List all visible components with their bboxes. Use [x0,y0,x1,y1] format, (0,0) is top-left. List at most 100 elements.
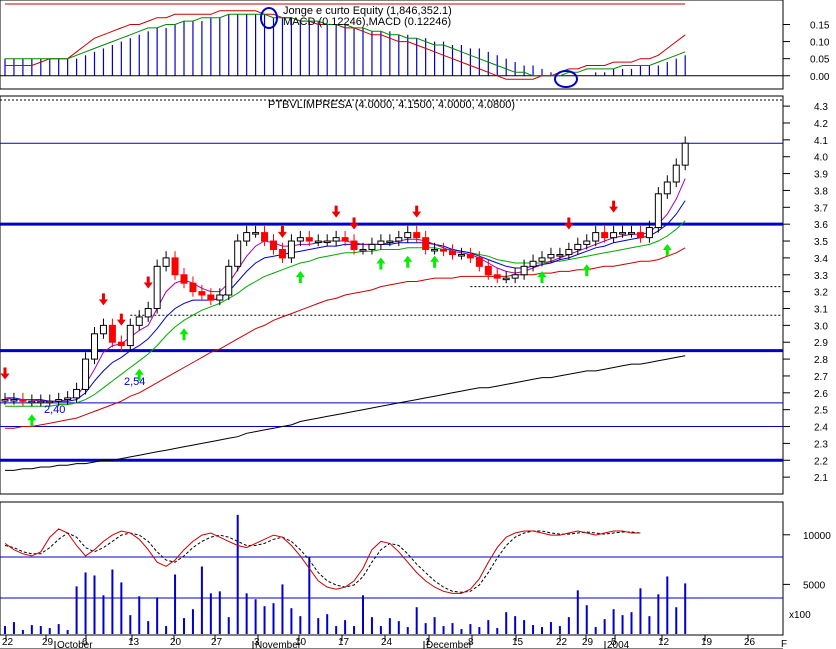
candle-body [108,324,116,343]
date-day-label: 22 [556,637,568,648]
macd-tick-label: 0.15 [810,21,830,32]
right-axis-background [783,0,836,649]
buy-arrow [582,264,592,277]
date-day-label: 29 [42,637,54,648]
price-tick-label: 2.3 [814,439,828,450]
date-day-label: 1 [425,637,431,648]
candle-body [583,240,591,245]
candle-body [520,265,528,276]
date-month-label: December [426,640,473,649]
candle-body [681,142,689,166]
date-day-label: 13 [128,637,140,648]
candle-body [645,227,653,239]
price-tick-label: 2.4 [814,423,828,434]
date-month-label: October [57,640,93,649]
moving-average-200 [5,355,686,471]
buy-arrow [179,328,189,341]
stochastic-k-line [4,528,641,594]
sell-arrow [116,313,126,326]
price-tick-label: 3.0 [814,321,828,332]
candle-body [28,400,36,404]
price-tick-label: 2.9 [814,338,828,349]
moving-average-slow [5,220,686,407]
candle-body [46,400,54,404]
price-tick-label: 4.2 [814,119,828,130]
candle-body [502,277,510,281]
sell-arrow [412,205,422,218]
candle-body [628,232,635,235]
sell-arrow [0,367,10,380]
candle-body [449,250,456,256]
candle-body [1,399,9,402]
right-edge-label: F [781,639,787,649]
oscillator-volume-panel: 5000 10000 x100 [0,501,831,636]
date-day-label: 15 [512,637,524,648]
candle-body [556,254,564,257]
price-tick-label: 3.4 [814,254,828,265]
candle-body [475,257,483,267]
price-tick-label: 3.1 [814,304,828,315]
candle-body [654,193,662,229]
sell-arrow [143,276,153,289]
sell-arrow [564,217,574,230]
candle-body [261,232,269,242]
candle-body [225,265,233,296]
candle-body [243,232,251,242]
volume-bars [4,514,687,634]
macd-title: Jonge e curto Equity (1,846,352.1) [283,5,452,17]
sell-arrow [331,205,341,218]
candle-body [395,237,403,242]
candle-body [153,265,161,309]
price-tick-label: 2.1 [814,473,828,484]
date-day-label: 26 [744,637,756,648]
price-tick-label: 3.3 [814,271,828,282]
candle-body [368,243,376,250]
candle-body [547,254,555,259]
candle-body [359,248,367,252]
macd-trough-circle [554,70,578,88]
price-panel: 2.1 2.2 2.3 2.4 2.5 2.6 2.7 2.8 2.9 3.0 3.1 3.2 3.3 3… [0,95,828,495]
sell-arrow [277,225,287,238]
candle-body [440,248,448,252]
date-day-label: 17 [338,637,350,648]
candle-body [529,260,537,267]
price-tick-label: 4.3 [814,102,828,113]
candle-body [636,232,644,239]
candle-body [10,399,18,402]
macd-tick-label: 0.10 [810,38,830,49]
candle-body [538,257,546,262]
candle-body [610,232,618,239]
annotation-2-40: 2,40 [44,404,65,416]
candle-body [466,254,474,259]
date-day-label: 6 [82,637,88,648]
candle-body [431,248,439,252]
candle-body [601,232,609,239]
candle-body [305,237,313,242]
candle-body [377,240,385,245]
candle-body [574,243,582,250]
moving-average-long [5,247,686,429]
candle-body [413,232,421,239]
candle-body [672,164,680,183]
candle-body [82,358,90,390]
signal-arrows [0,200,672,427]
candle-body [234,240,242,267]
candle-body [55,399,63,402]
candle-body [252,232,260,235]
volume-tick-label: 10000 [803,531,831,542]
candle-body [422,237,430,250]
price-tick-label: 3.5 [814,237,828,248]
date-month-label: November [255,640,302,649]
date-day-label: 8 [468,637,474,648]
macd-panel: 0.00 0.05 0.10 0.15 Jonge e curto Equity (1… [0,0,830,90]
candle-body [404,232,412,239]
date-day-label: 12 [658,637,670,648]
candle-body [19,399,27,402]
volume-multiplier: x100 [789,610,811,621]
price-tick-labels: 2.1 2.2 2.3 2.4 2.5 2.6 2.7 2.8 2.9 3.0 3.1 3.2 3.3 3… [783,102,828,484]
candle-body [99,324,107,335]
sell-arrow [609,200,619,213]
candle-body [314,240,322,244]
candle-body [73,388,81,399]
buy-arrow [376,257,386,270]
